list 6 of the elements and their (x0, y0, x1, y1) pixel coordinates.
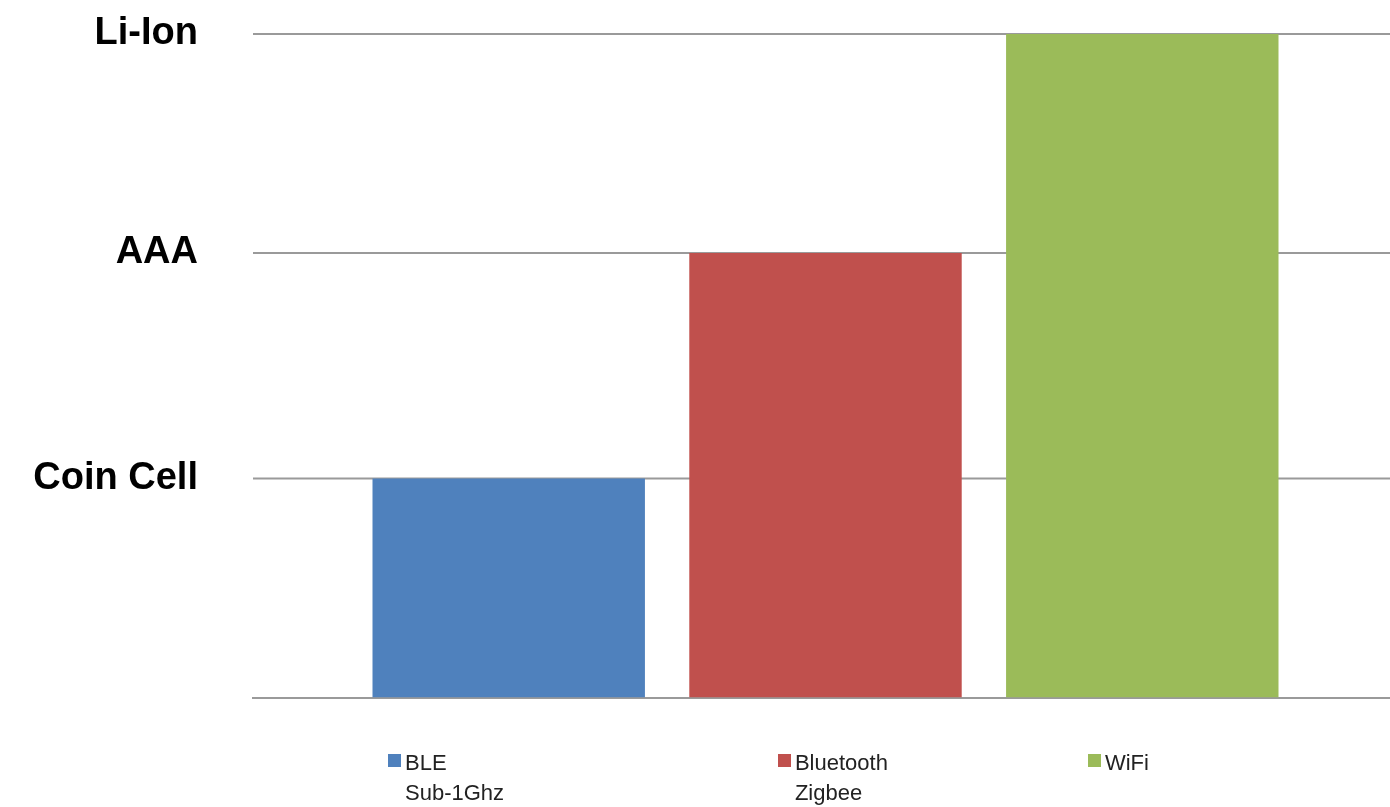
legend-label: Bluetooth Zigbee (794, 749, 888, 807)
ref-line-label: Coin Cell (33, 455, 198, 498)
ref-line-label: Li-Ion (94, 10, 198, 53)
legend-label: BLE Sub-1Ghz (405, 749, 505, 807)
ref-line-label: AAA (115, 229, 198, 272)
legend-label: WiFi (1104, 749, 1149, 777)
